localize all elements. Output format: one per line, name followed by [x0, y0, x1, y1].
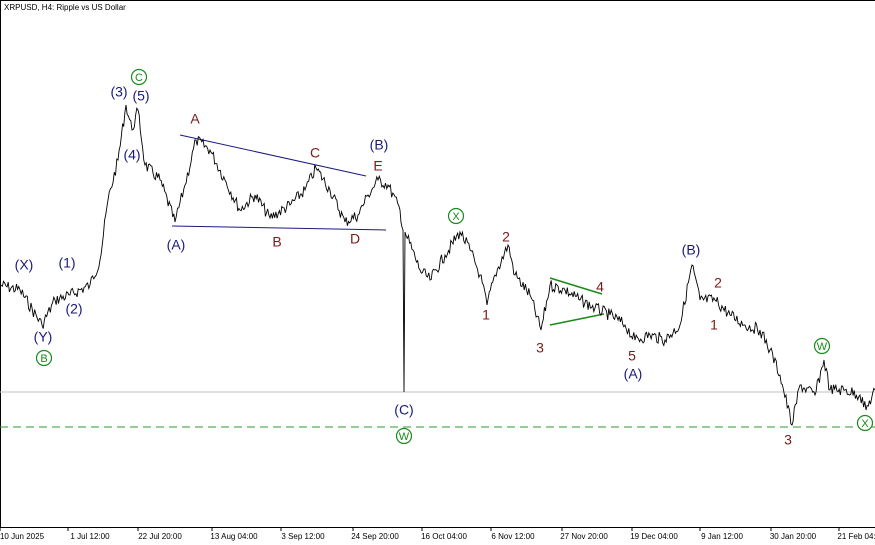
wave-label: W — [817, 341, 828, 353]
wave-label: 4 — [596, 279, 604, 295]
wave-label: (1) — [58, 255, 75, 271]
wave-label: (B) — [370, 137, 389, 153]
wave-label: (4) — [123, 147, 140, 163]
wave-label: E — [373, 158, 382, 174]
trend-line — [549, 277, 603, 295]
wave-label: (3) — [110, 84, 127, 100]
x-tick-label: 27 Nov 20:00 — [560, 532, 608, 541]
trend-line — [171, 225, 387, 231]
trend-line — [549, 313, 605, 326]
wave-label: (A) — [624, 366, 643, 382]
wave-circle — [447, 207, 465, 225]
wave-label: 3 — [784, 432, 792, 448]
x-tick-label: 9 Jan 12:00 — [701, 532, 743, 541]
wave-label: 2 — [714, 275, 722, 291]
wave-circle — [35, 349, 53, 367]
wave-label: (X) — [15, 257, 34, 273]
wave-label: 3 — [536, 340, 544, 356]
wave-label: 1 — [710, 317, 718, 333]
wave-label: X — [452, 211, 460, 223]
wave-label: 5 — [628, 348, 636, 364]
x-tick-label: 21 Feb 04:00 — [837, 532, 875, 541]
wave-label: C — [135, 72, 143, 84]
x-tick-label: 3 Sep 12:00 — [281, 532, 325, 541]
wave-label: (C) — [394, 402, 413, 418]
wave-label: A — [190, 111, 200, 127]
wave-label: (Y) — [34, 329, 53, 345]
wave-label: (B) — [682, 242, 701, 258]
trend-line — [179, 134, 367, 177]
wave-circle — [130, 68, 148, 86]
x-tick-label: 6 Nov 12:00 — [491, 532, 535, 541]
x-tick-label: 22 Jul 20:00 — [138, 532, 182, 541]
x-tick-label: 13 Aug 04:00 — [210, 532, 258, 541]
wave-label: W — [399, 431, 410, 443]
x-tick-label: 10 Jun 2025 — [0, 532, 45, 541]
wave-circle — [856, 414, 874, 432]
wave-label: C — [310, 145, 320, 161]
wave-label: 2 — [502, 229, 510, 245]
wave-circle — [813, 337, 831, 355]
wave-label: (A) — [167, 237, 186, 253]
chart-title: XRPUSD, H4: Ripple vs US Dollar — [4, 3, 126, 12]
x-tick-label: 19 Dec 04:00 — [630, 532, 678, 541]
wave-label: 1 — [482, 307, 490, 323]
wave-label: B — [272, 234, 281, 250]
x-tick-label: 1 Jul 12:00 — [70, 532, 110, 541]
wave-label: (5) — [132, 88, 149, 104]
x-tick-label: 16 Oct 04:00 — [421, 532, 467, 541]
wave-label: X — [861, 418, 869, 430]
wave-label: (2) — [65, 301, 82, 317]
price-line — [0, 104, 875, 426]
x-tick-label: 30 Jan 20:00 — [770, 532, 817, 541]
wave-label: B — [40, 353, 47, 365]
wave-circle — [395, 427, 413, 445]
wave-label: D — [350, 231, 360, 247]
x-tick-label: 24 Sep 20:00 — [351, 532, 399, 541]
